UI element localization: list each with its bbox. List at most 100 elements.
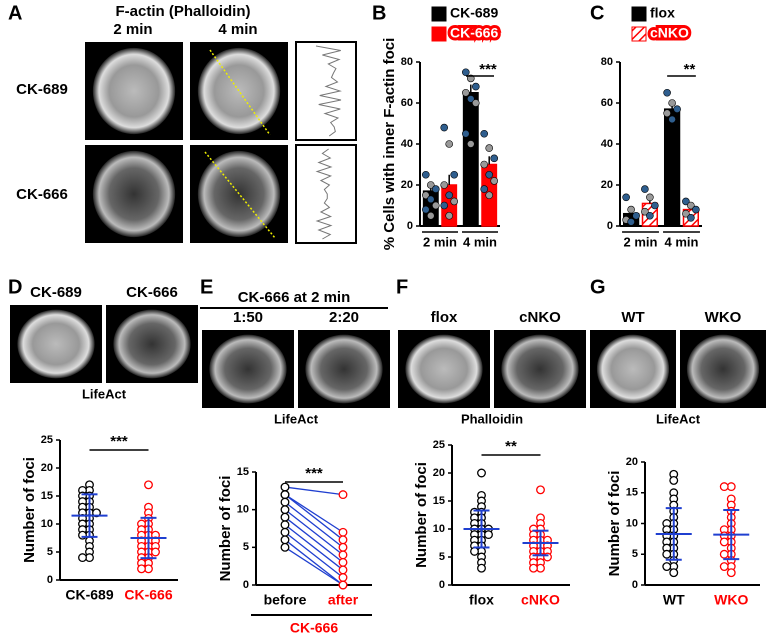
data-point — [673, 105, 681, 113]
line-scan — [204, 151, 276, 239]
legend-swatch — [431, 26, 447, 42]
label: 0 — [47, 574, 53, 586]
x-label: flox — [469, 592, 494, 608]
x-label: before — [264, 592, 307, 608]
label: Number of foci — [413, 462, 430, 568]
label: 15 — [433, 495, 445, 507]
label: 5 — [439, 551, 445, 563]
data-point — [480, 129, 489, 138]
data-point — [338, 557, 348, 567]
label: CK-689 — [16, 81, 68, 98]
label: 5 — [47, 546, 53, 558]
label: *** — [479, 61, 497, 78]
data-point — [662, 562, 672, 571]
label: 40 — [401, 138, 413, 150]
pair-line — [284, 524, 344, 571]
data-point — [719, 562, 729, 571]
label: WT — [621, 309, 644, 326]
cell-image — [305, 334, 383, 404]
data-point — [338, 490, 348, 500]
pair-line — [284, 494, 344, 541]
legend-swatch — [631, 6, 647, 22]
label: 1:50 — [233, 309, 263, 326]
data-point — [280, 542, 290, 552]
label: 5 — [632, 548, 638, 560]
data-point — [421, 191, 430, 200]
data-point — [490, 154, 499, 163]
data-point — [719, 549, 729, 559]
legend-label: CK-689 — [450, 5, 498, 21]
label: ** — [505, 438, 517, 455]
data-point — [663, 109, 671, 118]
data-point — [440, 123, 449, 132]
data-point — [338, 527, 348, 537]
label: 15 — [237, 466, 249, 478]
legend-swatch — [631, 26, 647, 42]
label: LifeAct — [656, 411, 701, 426]
data-point — [445, 140, 454, 148]
label: % Cells with inner F-actin foci — [381, 38, 398, 251]
label: 10 — [41, 518, 53, 530]
data-point — [461, 88, 470, 97]
label: WKO — [705, 309, 742, 326]
label: 0 — [607, 220, 613, 232]
data-point — [461, 129, 470, 138]
data-point — [280, 482, 290, 492]
pair-line — [284, 494, 344, 533]
data-point — [669, 568, 679, 578]
label: 0 — [632, 579, 638, 591]
label: Phalloidin — [461, 411, 523, 426]
label: 4 min — [665, 234, 699, 249]
data-point — [280, 527, 290, 537]
data-point — [471, 99, 480, 107]
data-point — [450, 197, 459, 206]
data-point — [687, 214, 695, 222]
label: CK-689 — [30, 284, 82, 301]
pair-line — [284, 501, 344, 548]
x-axis-title: CK-666 — [290, 620, 338, 636]
data-point — [484, 530, 493, 540]
data-point — [445, 211, 454, 220]
label: 2:20 — [329, 309, 359, 326]
profile-frame — [295, 41, 357, 141]
label: CK-666 at 2 min — [238, 289, 351, 306]
data-point — [338, 542, 348, 552]
data-point — [485, 191, 494, 200]
pair-line — [284, 539, 344, 586]
label: 15 — [41, 490, 53, 502]
cell-image — [501, 334, 579, 404]
label: 25 — [41, 434, 53, 446]
data-point — [280, 490, 290, 500]
cell-image — [686, 334, 760, 404]
legend-label: cNKO — [650, 25, 689, 41]
x-label: cNKO — [521, 592, 560, 608]
data-point — [485, 170, 494, 179]
cell-image — [92, 150, 176, 238]
label: 15 — [626, 487, 638, 499]
legend-label: flox — [650, 5, 675, 21]
data-point — [280, 497, 290, 507]
data-point — [477, 468, 486, 478]
data-point — [466, 95, 475, 103]
x-label: CK-689 — [65, 587, 113, 603]
label: F — [396, 276, 408, 298]
data-point — [719, 482, 729, 492]
pair-line — [284, 531, 344, 578]
data-point — [440, 201, 449, 210]
label: 10 — [237, 504, 249, 516]
cell-image — [17, 309, 95, 379]
data-point — [663, 88, 671, 97]
data-point — [641, 207, 649, 216]
data-point — [646, 211, 654, 220]
cell-image — [596, 334, 670, 404]
label: flox — [431, 309, 458, 326]
intensity-profile — [315, 45, 342, 137]
label: LifeAct — [82, 386, 127, 401]
data-point — [151, 547, 160, 557]
label: 20 — [626, 456, 638, 468]
data-point — [719, 537, 729, 547]
label: *** — [305, 465, 323, 482]
data-point — [622, 193, 630, 202]
profile-frame — [295, 144, 357, 244]
